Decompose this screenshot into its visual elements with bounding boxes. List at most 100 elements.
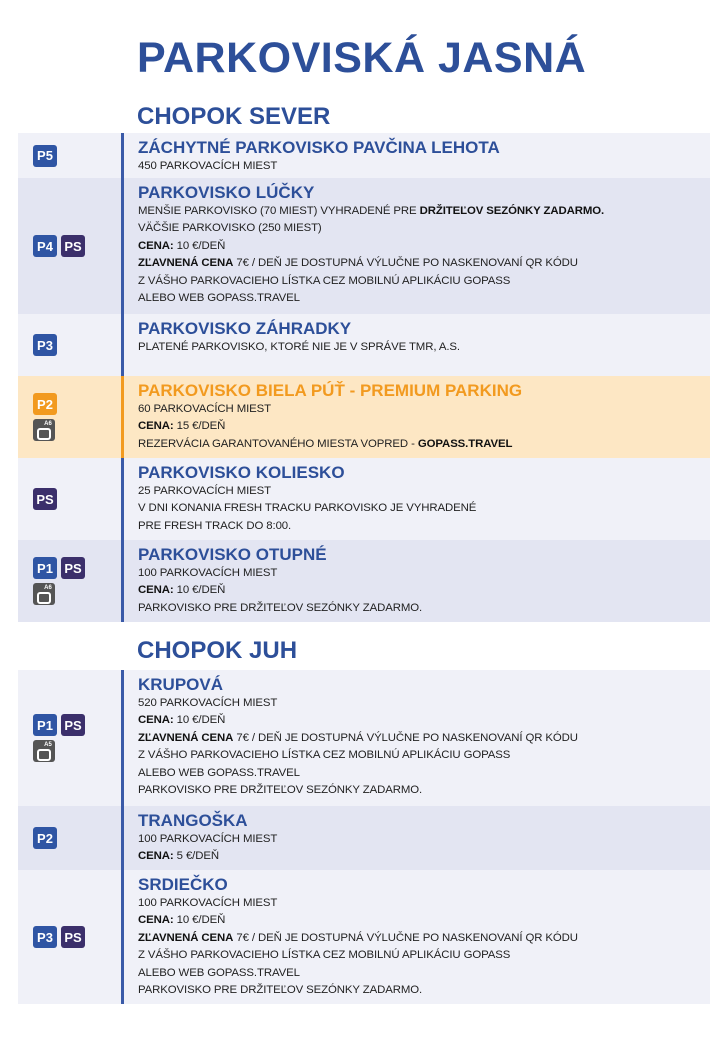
- parking-icons: P5: [18, 133, 122, 178]
- text-segment: Z VÁŠHO PARKOVACIEHO LÍSTKA CEZ MOBILNÚ …: [138, 749, 511, 762]
- text-segment: ALEBO WEB GOPASS.TRAVEL: [138, 966, 300, 979]
- parking-info-line: CENA: 10 €/DEŇ: [138, 912, 706, 929]
- parking-p1-icon: P1: [33, 557, 57, 579]
- parking-info-line: 100 PARKOVACÍCH MIEST: [138, 565, 706, 582]
- parking-info-line: 25 PARKOVACÍCH MIEST: [138, 483, 706, 500]
- divider: [121, 178, 124, 314]
- text-segment: PRE FRESH TRACK DO 8:00.: [138, 519, 292, 532]
- parking-name: TRANGOŠKA: [138, 811, 248, 830]
- divider: [121, 314, 124, 376]
- parking-info-line: PARKOVISKO PRE DRŽITEĽOV SEZÓNKY ZADARMO…: [138, 600, 706, 617]
- bus-stop-icon: A5: [33, 740, 55, 762]
- parking-row: P3 PS SRDIEČKO 100 PARKOVACÍCH MIEST CENA: 1…: [18, 870, 710, 1004]
- parking-icons: PS: [18, 458, 122, 540]
- parking-info-line: Z VÁŠHO PARKOVACIEHO LÍSTKA CEZ MOBILNÚ …: [138, 273, 706, 290]
- text-segment: DRŽITEĽOV SEZÓNKY ZADARMO.: [419, 205, 605, 217]
- parking-row: P2 TRANGOŠKA 100 PARKOVACÍCH MIEST CENA: 5 …: [18, 806, 710, 870]
- parking-icons: P1 PS A5: [18, 670, 122, 806]
- divider: [121, 458, 124, 540]
- parking-info-line: VÄČŠIE PARKOVISKO (250 MIEST): [138, 220, 706, 237]
- divider: [121, 540, 124, 622]
- parking-info-line: ALEBO WEB GOPASS.TRAVEL: [138, 965, 706, 982]
- parking-name: PARKOVISKO KOLIESKO: [138, 463, 345, 482]
- text-segment: 7€ / DEŇ JE DOSTUPNÁ VÝLUČNE PO NASKENOV…: [233, 257, 578, 270]
- parking-row: PS PARKOVISKO KOLIESKO 25 PARKOVACÍCH MIES…: [18, 458, 710, 540]
- parking-info-line: 520 PARKOVACÍCH MIEST: [138, 695, 706, 712]
- parking-name: SRDIEČKO: [138, 875, 228, 894]
- parking-icons: P3: [18, 314, 122, 376]
- text-segment: CENA:: [138, 714, 174, 727]
- parking-info-line: MENŠIE PARKOVISKO (70 MIEST) VYHRADENÉ P…: [138, 203, 706, 220]
- text-segment: 5 €/DEŇ: [173, 850, 219, 863]
- text-segment: PARKOVISKO PRE DRŽITEĽOV SEZÓNKY ZADARMO…: [138, 784, 423, 797]
- parking-info-line: 450 PARKOVACÍCH MIEST: [138, 158, 706, 175]
- parking-p4-icon: P4: [33, 235, 57, 257]
- text-segment: 7€ / DEŇ JE DOSTUPNÁ VÝLUČNE PO NASKENOV…: [233, 731, 578, 744]
- parking-info-line: V DNI KONANIA FRESH TRACKU PARKOVISKO JE…: [138, 500, 706, 517]
- text-segment: CENA:: [138, 584, 174, 597]
- parking-info-line: ALEBO WEB GOPASS.TRAVEL: [138, 290, 706, 307]
- parking-info-line: Z VÁŠHO PARKOVACIEHO LÍSTKA CEZ MOBILNÚ …: [138, 947, 706, 964]
- divider: [121, 376, 124, 458]
- divider: [121, 670, 124, 806]
- parking-info-line: ALEBO WEB GOPASS.TRAVEL: [138, 765, 706, 782]
- text-segment: 10 €/DEŇ: [173, 714, 226, 727]
- parking-info-line: CENA: 10 €/DEŇ: [138, 582, 706, 599]
- text-segment: 10 €/DEŇ: [173, 584, 226, 597]
- section-title-juh: CHOPOK JUH: [137, 637, 298, 664]
- parking-info-line: REZERVÁCIA GARANTOVANÉHO MIESTA VOPRED -…: [138, 436, 706, 453]
- text-segment: MENŠIE PARKOVISKO (70 MIEST): [138, 205, 318, 217]
- text-segment: 15 €/DEŇ: [173, 420, 226, 433]
- parking-row: P4 PS PARKOVISKO LÚČKY MENŠIE PARKOVISKO (7…: [18, 178, 710, 314]
- bus-stop-icon: A6: [33, 419, 55, 441]
- parking-info-line: PARKOVISKO PRE DRŽITEĽOV SEZÓNKY ZADARMO…: [138, 982, 706, 999]
- text-segment: 10 €/DEŇ: [173, 914, 226, 927]
- parking-info-line: ZĽAVNENÁ CENA 7€ / DEŇ JE DOSTUPNÁ VÝLUČ…: [138, 930, 706, 947]
- text-segment: 10 €/DEŇ: [173, 239, 226, 252]
- parking-info-line: 60 PARKOVACÍCH MIEST: [138, 401, 706, 418]
- text-segment: 7€ / DEŇ JE DOSTUPNÁ VÝLUČNE PO NASKENOV…: [233, 931, 578, 944]
- parking-icons: P4 PS: [18, 178, 122, 314]
- bus-stop-label: A6: [44, 420, 52, 427]
- parking-ps-icon: PS: [61, 557, 85, 579]
- divider: [121, 133, 124, 178]
- text-segment: Z VÁŠHO PARKOVACIEHO LÍSTKA CEZ MOBILNÚ …: [138, 949, 511, 962]
- text-segment: ZĽAVNENÁ CENA: [138, 931, 234, 944]
- parking-row: P2 A6 PARKOVISKO BIELA PÚŤ - PREMIUM PARKI…: [18, 376, 710, 458]
- parking-icons: P2 A6: [18, 376, 122, 458]
- parking-info-line: PRE FRESH TRACK DO 8:00.: [138, 518, 706, 535]
- text-segment: CENA:: [138, 914, 174, 927]
- text-segment: 25 PARKOVACÍCH MIEST: [138, 485, 272, 497]
- parking-row: P1 PS A6 PARKOVISKO OTUPNÉ 100 PARKOVACÍCH M…: [18, 540, 710, 622]
- parking-ps-icon: PS: [33, 488, 57, 510]
- parking-info-line: CENA: 10 €/DEŇ: [138, 238, 706, 255]
- parking-p5-icon: P5: [33, 144, 57, 167]
- text-segment: GOPASS.TRAVEL: [417, 437, 513, 450]
- parking-row: P1 PS A5 KRUPOVÁ 520 PARKOVACÍCH MIEST CENA: …: [18, 670, 710, 806]
- bus-stop-icon: A6: [33, 583, 55, 605]
- text-segment: ALEBO WEB GOPASS.TRAVEL: [138, 292, 300, 305]
- parking-name: PARKOVISKO LÚČKY: [138, 183, 315, 202]
- text-segment: Z VÁŠHO PARKOVACIEHO LÍSTKA CEZ MOBILNÚ …: [138, 274, 511, 287]
- parking-row: P3 PARKOVISKO ZÁHRADKY PLATENÉ PARKOVISKO,…: [18, 314, 710, 376]
- parking-ps-icon: PS: [61, 714, 85, 736]
- parking-p3-icon: P3: [33, 334, 57, 356]
- text-segment: 100 PARKOVACÍCH MIEST: [138, 567, 278, 579]
- parking-info-line: CENA: 15 €/DEŇ: [138, 418, 706, 435]
- bus-stop-label: A5: [44, 741, 52, 748]
- parking-info-line: Z VÁŠHO PARKOVACIEHO LÍSTKA CEZ MOBILNÚ …: [138, 747, 706, 764]
- parking-ps-icon: PS: [61, 926, 85, 948]
- parking-icons: P1 PS A6: [18, 540, 122, 622]
- parking-info-line: PLATENÉ PARKOVISKO, KTORÉ NIE JE V SPRÁV…: [138, 339, 706, 356]
- parking-p1-icon: P1: [33, 714, 57, 736]
- parking-name: ZÁCHYTNÉ PARKOVISKO PAVČINA LEHOTA: [138, 138, 500, 157]
- text-segment: PLATENÉ PARKOVISKO, KTORÉ NIE JE V SPRÁV…: [138, 341, 460, 353]
- text-segment: ZĽAVNENÁ CENA: [138, 257, 234, 270]
- parking-info-line: CENA: 5 €/DEŇ: [138, 848, 706, 865]
- parking-name: PARKOVISKO OTUPNÉ: [138, 545, 327, 564]
- parking-name: PARKOVISKO BIELA PÚŤ - PREMIUM PARKING: [138, 381, 523, 400]
- text-segment: ZĽAVNENÁ CENA: [138, 731, 234, 744]
- parking-p3-icon: P3: [33, 926, 57, 948]
- parking-ps-icon: PS: [61, 235, 85, 257]
